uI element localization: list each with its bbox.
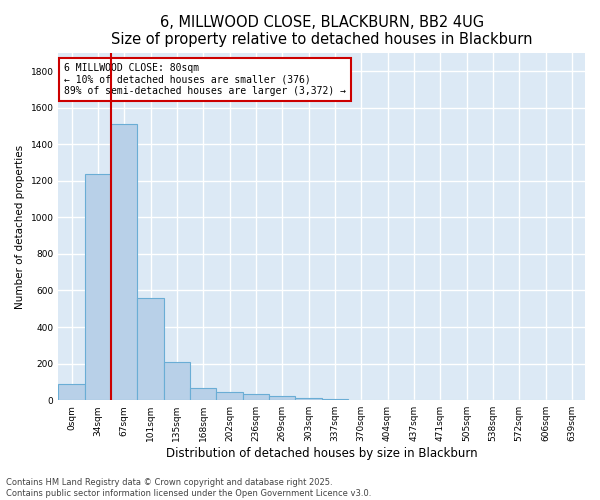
Title: 6, MILLWOOD CLOSE, BLACKBURN, BB2 4UG
Size of property relative to detached hous: 6, MILLWOOD CLOSE, BLACKBURN, BB2 4UG Si… bbox=[111, 15, 532, 48]
Bar bbox=[164, 362, 190, 400]
Bar bbox=[217, 392, 243, 400]
Bar bbox=[137, 298, 164, 400]
Bar bbox=[243, 394, 269, 400]
Y-axis label: Number of detached properties: Number of detached properties bbox=[15, 144, 25, 308]
Bar bbox=[269, 396, 295, 400]
Bar bbox=[295, 398, 322, 400]
Bar bbox=[111, 124, 137, 400]
Bar bbox=[85, 174, 111, 400]
Text: Contains HM Land Registry data © Crown copyright and database right 2025.
Contai: Contains HM Land Registry data © Crown c… bbox=[6, 478, 371, 498]
Bar bbox=[190, 388, 217, 400]
Text: 6 MILLWOOD CLOSE: 80sqm
← 10% of detached houses are smaller (376)
89% of semi-d: 6 MILLWOOD CLOSE: 80sqm ← 10% of detache… bbox=[64, 63, 346, 96]
X-axis label: Distribution of detached houses by size in Blackburn: Distribution of detached houses by size … bbox=[166, 447, 478, 460]
Bar bbox=[58, 384, 85, 400]
